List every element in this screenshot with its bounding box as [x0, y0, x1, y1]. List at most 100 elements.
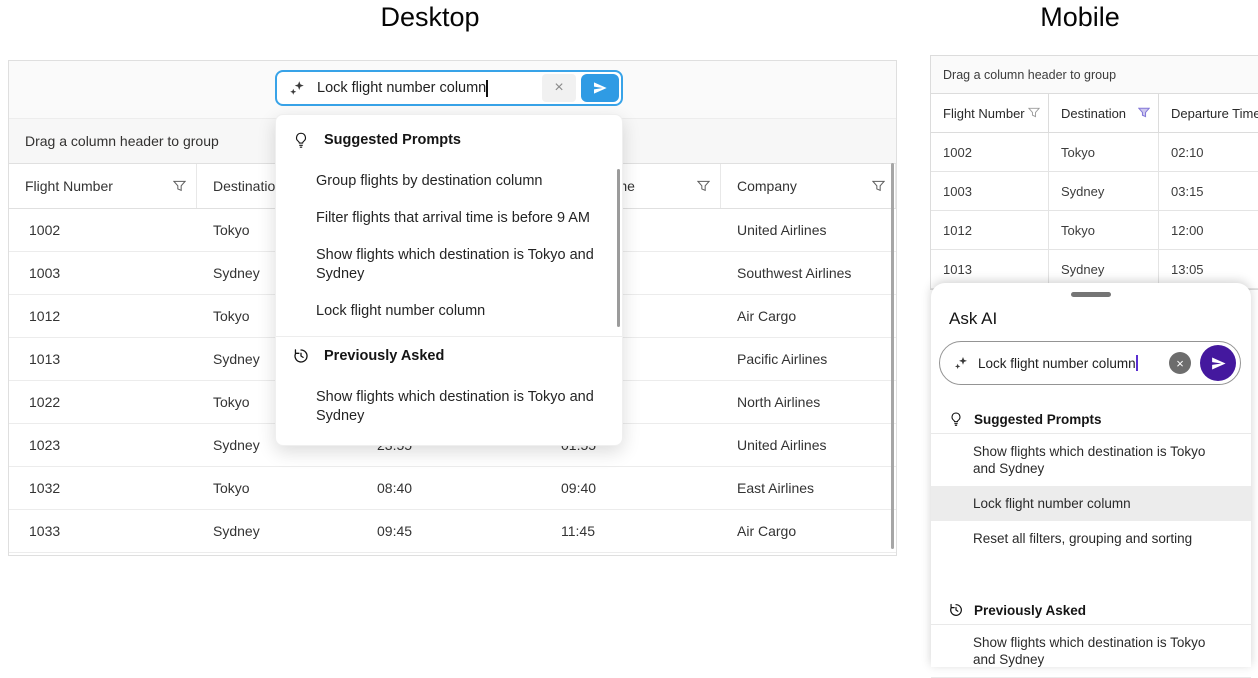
suggested-prompt-item-active[interactable]: Lock flight number column	[931, 486, 1251, 521]
ai-sparkle-icon	[953, 355, 969, 371]
column-header-flight-number[interactable]: Flight Number	[931, 94, 1049, 132]
cell-flight-number: 1033	[29, 523, 61, 539]
filter-icon[interactable]	[872, 180, 885, 193]
ask-ai-bottom-sheet: Ask AI Lock flight number column × Sugge…	[931, 283, 1251, 678]
column-header-label: Departure Time	[1171, 105, 1258, 121]
section-title: Suggested Prompts	[974, 411, 1102, 427]
section-divider	[276, 336, 622, 337]
filter-active-icon[interactable]	[1138, 107, 1150, 119]
cell-company: United Airlines	[737, 222, 827, 238]
previously-asked-item[interactable]: Show flights which destination is Tokyo …	[973, 635, 1206, 667]
cell-flight-number: 1012	[931, 211, 1049, 249]
sheet-suggestions-list: Suggested Prompts Show flights which des…	[931, 405, 1251, 678]
ask-ai-input[interactable]: Lock flight number column ×	[275, 70, 623, 106]
send-button[interactable]	[581, 74, 619, 102]
table-row[interactable]: 1002 Tokyo 02:10	[931, 133, 1258, 172]
filter-icon[interactable]	[1028, 107, 1040, 119]
previously-asked-section: Previously Asked Show flights which dest…	[931, 596, 1251, 678]
cell-destination: Tokyo	[1049, 211, 1159, 249]
clear-input-button[interactable]: ×	[1169, 352, 1191, 374]
suggested-prompt-item[interactable]: Show flights which destination is Tokyo …	[973, 444, 1206, 476]
cell-flight-number: 1002	[29, 222, 61, 238]
ask-ai-suggestions-popup: Suggested Prompts Group flights by desti…	[275, 114, 623, 446]
cell-arrival-time: 11:45	[561, 523, 595, 539]
suggested-prompt-item[interactable]: Filter flights that arrival time is befo…	[316, 210, 590, 226]
cell-company: Air Cargo	[737, 308, 797, 324]
ai-sparkle-icon	[288, 79, 306, 97]
ask-ai-input-value: Lock flight number column	[317, 80, 487, 96]
text-cursor	[1135, 355, 1138, 371]
popup-scrollbar[interactable]	[617, 169, 620, 327]
ask-ai-input[interactable]: Lock flight number column ×	[939, 341, 1241, 385]
cell-destination: Tokyo	[213, 394, 250, 410]
cell-flight-number: 1023	[29, 437, 61, 453]
mobile-flight-grid: Drag a column header to group Flight Num…	[930, 55, 1258, 290]
cell-departure-time: 13:05	[1171, 261, 1204, 277]
suggested-prompt-item[interactable]: Reset all filters, grouping and sorting	[973, 531, 1193, 546]
column-header-label: Destination	[1061, 105, 1127, 121]
suggested-prompt-item[interactable]: Lock flight number column	[316, 303, 486, 319]
text-cursor	[486, 79, 488, 97]
ask-ai-input-value: Lock flight number column	[978, 355, 1136, 371]
filter-icon[interactable]	[173, 180, 186, 193]
previously-asked-header: Previously Asked	[276, 343, 622, 369]
cell-departure-time: 03:15	[1171, 183, 1204, 199]
table-row[interactable]: 1003 Sydney 03:15	[931, 172, 1258, 211]
cell-destination: Sydney	[213, 437, 260, 453]
cell-flight-number: 1012	[29, 308, 61, 324]
section-title: Suggested Prompts	[324, 132, 461, 148]
cell-company: North Airlines	[737, 394, 821, 410]
cell-departure-time: 12:00	[1171, 222, 1204, 238]
cell-destination: Sydney	[213, 351, 260, 367]
cell-flight-number: 1003	[29, 265, 61, 281]
cell-arrival-time: 09:40	[561, 480, 597, 496]
cell-departure-time: 02:10	[1171, 144, 1204, 160]
vertical-scrollbar[interactable]	[891, 163, 894, 549]
table-row[interactable]: 1012 Tokyo 12:00	[931, 211, 1258, 250]
previously-asked-item[interactable]: Show flights which destination is Tokyo …	[316, 389, 594, 424]
group-drop-area[interactable]: Drag a column header to group	[931, 56, 1258, 94]
table-row[interactable]: 1032 Tokyo 08:40 09:40 East Airlines	[9, 467, 896, 510]
previously-asked-header: Previously Asked	[931, 596, 1251, 624]
cell-departure-time: 08:40	[377, 480, 413, 496]
cell-company: East Airlines	[737, 480, 815, 496]
cell-flight-number: 1002	[931, 133, 1049, 171]
column-header-destination[interactable]: Destination	[1049, 94, 1159, 132]
history-icon	[292, 347, 310, 365]
table-row[interactable]: 1033 Sydney 09:45 11:45 Air Cargo	[9, 510, 896, 553]
cell-destination: Sydney	[213, 523, 260, 539]
cell-destination: Tokyo	[213, 308, 250, 324]
lightbulb-icon	[292, 131, 310, 149]
cell-destination: Tokyo	[213, 480, 250, 496]
column-header-flight-number[interactable]: Flight Number	[9, 164, 197, 208]
column-header-label: Flight Number	[943, 105, 1025, 121]
send-button[interactable]	[1200, 345, 1236, 381]
desktop-section-title: Desktop	[380, 2, 480, 32]
column-header-departure-time[interactable]: Departure Time	[1159, 94, 1258, 132]
suggested-prompt-item[interactable]: Show flights which destination is Tokyo …	[316, 247, 594, 282]
column-header-label: Destination	[213, 178, 284, 194]
filter-icon[interactable]	[697, 180, 710, 193]
cell-company: Southwest Airlines	[737, 265, 852, 281]
section-divider	[931, 624, 1251, 625]
cell-departure-time: 09:45	[377, 523, 413, 539]
clear-input-button[interactable]: ×	[542, 74, 576, 102]
suggested-prompts-header: Suggested Prompts	[276, 127, 622, 153]
suggested-prompts-header: Suggested Prompts	[931, 405, 1251, 433]
cell-destination: Tokyo	[1049, 133, 1159, 171]
mobile-grid-header-row: Flight Number Destination Departure Time	[931, 94, 1258, 133]
cell-destination: Sydney	[213, 265, 260, 281]
cell-destination: Sydney	[1049, 250, 1159, 288]
sheet-drag-handle[interactable]	[1071, 292, 1111, 297]
section-title: Previously Asked	[324, 348, 445, 364]
cell-flight-number: 1013	[29, 351, 61, 367]
section-title: Previously Asked	[974, 602, 1087, 618]
mobile-section-title: Mobile	[1040, 2, 1120, 32]
send-icon	[1211, 356, 1226, 370]
column-header-company[interactable]: Company	[721, 164, 896, 208]
suggested-prompt-item[interactable]: Group flights by destination column	[316, 173, 543, 189]
section-divider	[931, 433, 1251, 434]
cell-company: United Airlines	[737, 437, 827, 453]
column-header-label: Flight Number	[25, 178, 113, 194]
cell-flight-number: 1003	[931, 172, 1049, 210]
